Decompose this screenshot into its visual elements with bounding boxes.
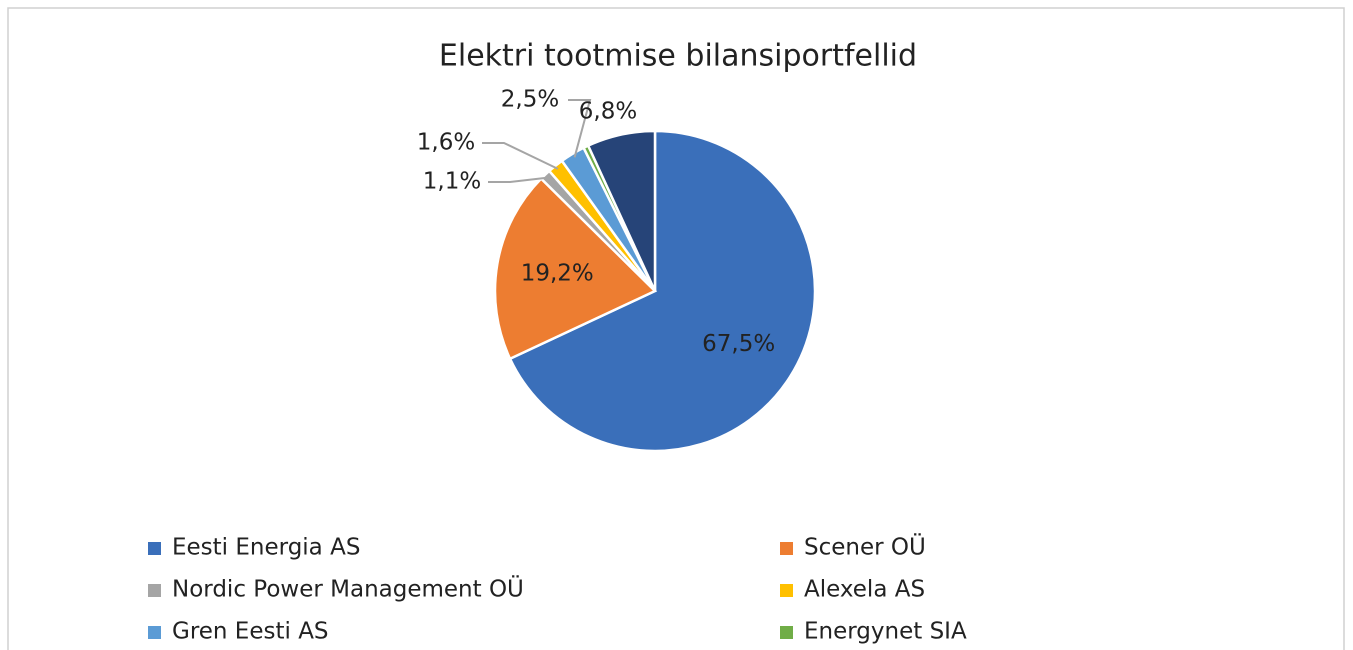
legend-swatch xyxy=(780,584,793,597)
legend-swatch xyxy=(780,626,793,639)
data-label: 2,5% xyxy=(501,87,559,113)
legend-label: Scener OÜ xyxy=(804,533,926,561)
data-label: 67,5% xyxy=(702,331,775,357)
leader-line xyxy=(488,176,548,183)
legend-label: Gren Eesti AS xyxy=(172,619,329,645)
pie-slice xyxy=(508,129,817,453)
legend-label: Alexela AS xyxy=(804,577,925,603)
pie-slice xyxy=(493,176,658,361)
data-label: 1,1% xyxy=(423,169,481,195)
legend-swatch xyxy=(148,584,161,597)
legend-label: Nordic Power Management OÜ xyxy=(172,575,524,603)
pie-slice xyxy=(586,129,657,292)
legend-swatch xyxy=(148,626,161,639)
legend-swatch xyxy=(148,542,161,555)
data-label: 6,8% xyxy=(579,99,637,125)
chart-title: Elektri tootmise bilansiportfellid xyxy=(439,39,917,74)
leader-line xyxy=(568,99,592,158)
legend-label: Eesti Energia AS xyxy=(172,535,360,561)
data-label: 19,2% xyxy=(521,261,594,287)
legend-label: Energynet SIA xyxy=(804,619,967,645)
data-label: 1,6% xyxy=(417,130,475,156)
leader-line xyxy=(482,142,559,170)
legend-swatch xyxy=(780,542,793,555)
